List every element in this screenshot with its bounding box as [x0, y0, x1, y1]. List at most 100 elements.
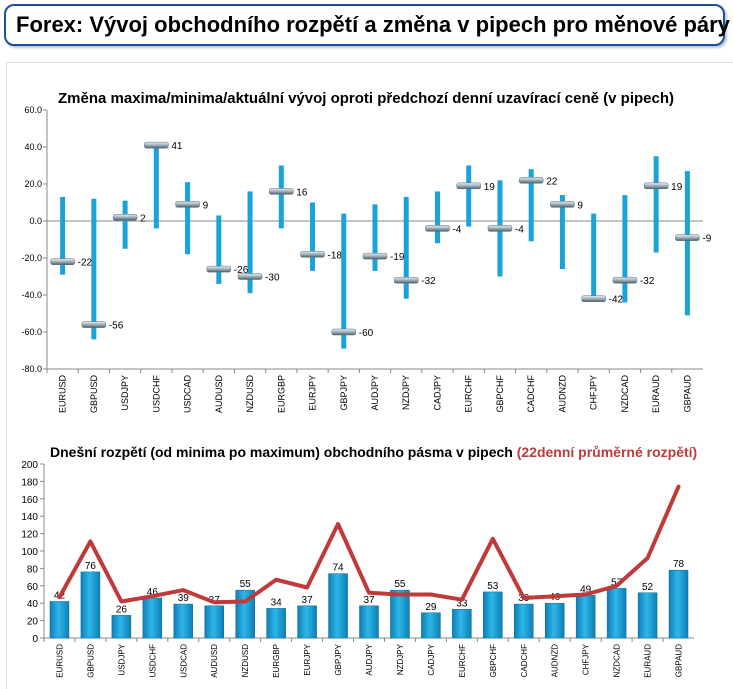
- x-tick-label: AUDNZD: [557, 375, 567, 413]
- x-tick-label: CADCHF: [526, 374, 536, 412]
- data-label: 19: [484, 182, 496, 193]
- range-bar-nzdcad: [622, 195, 628, 303]
- x-tick-label: EURAUD: [651, 375, 661, 414]
- current-marker-eurgbp: [269, 188, 294, 195]
- data-label: 33: [456, 598, 468, 609]
- current-marker-usdjpy: [112, 214, 138, 221]
- data-label: 49: [580, 584, 592, 595]
- range-bar-audnzd: [544, 602, 565, 639]
- x-tick-label: CHFJPY: [582, 643, 591, 675]
- data-label: 76: [85, 561, 97, 572]
- y-tick-label: 60: [27, 582, 39, 593]
- x-tick-label: AUDJPY: [365, 643, 374, 675]
- range-bar-gbpchf: [483, 591, 503, 639]
- data-label: 9: [577, 200, 583, 211]
- x-tick-label: AUDUSD: [214, 375, 224, 414]
- range-bar-usdjpy: [122, 200, 128, 249]
- data-label: 2: [140, 213, 146, 224]
- range-bar-audusd: [216, 215, 222, 284]
- data-label: 46: [147, 587, 159, 598]
- data-label: 78: [673, 559, 685, 570]
- x-tick-label: AUDJPY: [370, 375, 380, 411]
- data-label: 19: [671, 182, 683, 193]
- current-marker-cadchf: [518, 177, 544, 184]
- data-label: 55: [394, 579, 406, 590]
- y-tick-label: 60.0: [24, 105, 42, 115]
- x-tick-label: GBPJPY: [339, 375, 349, 411]
- y-tick-label: 120: [21, 530, 38, 541]
- data-label: -32: [640, 276, 655, 287]
- range-bar-usdjpy: [111, 615, 132, 639]
- range-bar-cadchf: [514, 603, 534, 639]
- range-bar-nzdcad: [606, 588, 627, 639]
- chart-title-average: (22denní průměrné rozpětí): [517, 444, 697, 460]
- current-marker-gbpaud: [675, 234, 700, 241]
- x-tick-label: EURUSD: [58, 375, 68, 414]
- range-bar-euraud: [637, 592, 658, 639]
- y-tick-label: -60.0: [21, 327, 42, 337]
- range-bar-cadjpy: [434, 191, 440, 244]
- data-label: 53: [487, 581, 499, 592]
- range-bar-eurchf: [452, 609, 472, 639]
- y-tick-label: 200: [21, 460, 38, 471]
- current-marker-gbpchf: [487, 225, 513, 232]
- range-bar-usdcad: [185, 182, 191, 255]
- x-tick-label: GBPJPY: [334, 643, 343, 675]
- x-tick-label: GBPCHF: [489, 644, 498, 677]
- range-bar-gbpaud: [668, 569, 689, 639]
- current-marker-cadjpy: [425, 225, 450, 232]
- x-tick-label: NZDUSD: [241, 644, 250, 678]
- page-header: Forex: Vývoj obchodního rozpětí a změna …: [4, 4, 730, 46]
- y-tick-label: 20.0: [24, 179, 42, 189]
- x-tick-label: GBPUSD: [89, 375, 99, 414]
- x-tick-label: GBPAUD: [675, 644, 684, 677]
- current-marker-eurchf: [456, 182, 481, 190]
- data-label: -60: [359, 328, 374, 339]
- data-label: -22: [78, 258, 93, 269]
- range-bar-eurjpy: [310, 202, 316, 271]
- current-marker-chfjpy: [581, 295, 606, 302]
- chart-title: Dnešní rozpětí (od minima po maximum) ob…: [50, 444, 697, 460]
- range-bar-audjpy: [359, 605, 379, 639]
- range-bar-cadjpy: [421, 612, 441, 639]
- y-tick-label: 0: [32, 634, 38, 645]
- range-bar-gbpjpy: [328, 573, 348, 639]
- range-bar-nzdjpy: [403, 196, 409, 299]
- pip-change-chart: Změna maxima/minima/aktuální vývoj oprot…: [21, 90, 711, 414]
- current-marker-usdchf: [144, 141, 169, 149]
- current-marker-eurjpy: [300, 251, 325, 258]
- x-tick-label: CADJPY: [427, 643, 436, 675]
- x-tick-label: NZDJPY: [396, 643, 405, 675]
- current-marker-nzdjpy: [393, 276, 419, 284]
- chart-panel: [6, 62, 733, 689]
- range-bar-cadchf: [528, 169, 534, 242]
- data-label: 9: [203, 200, 209, 211]
- data-label: 16: [296, 187, 308, 198]
- data-label: 29: [425, 602, 437, 613]
- data-label: -9: [702, 234, 711, 245]
- range-bar-eurjpy: [297, 605, 317, 639]
- x-tick-label: NZDCAD: [620, 375, 630, 413]
- x-tick-label: EURAUD: [644, 644, 653, 678]
- current-marker-audusd: [206, 265, 232, 273]
- data-label: -4: [515, 224, 524, 235]
- range-bar-audnzd: [559, 195, 565, 270]
- data-label: 55: [240, 579, 252, 590]
- data-label: 39: [178, 593, 190, 604]
- data-label: -42: [609, 295, 624, 306]
- x-tick-label: USDJPY: [120, 375, 130, 411]
- data-label: 37: [363, 595, 375, 606]
- x-tick-label: NZDUSD: [245, 375, 255, 413]
- data-label: 34: [271, 597, 283, 608]
- x-tick-label: GBPAUD: [682, 375, 692, 413]
- x-tick-label: CADCHF: [520, 644, 529, 677]
- range-bar-nzdusd: [247, 191, 253, 294]
- x-tick-label: USDCHF: [151, 374, 161, 412]
- current-marker-euraud: [643, 182, 669, 190]
- current-marker-eurusd: [50, 258, 75, 265]
- y-tick-label: -20.0: [21, 253, 42, 263]
- range-bar-gbpaud: [684, 171, 690, 316]
- data-label: 37: [302, 595, 314, 606]
- data-label: -26: [234, 265, 249, 276]
- range-bar-audusd: [204, 605, 224, 639]
